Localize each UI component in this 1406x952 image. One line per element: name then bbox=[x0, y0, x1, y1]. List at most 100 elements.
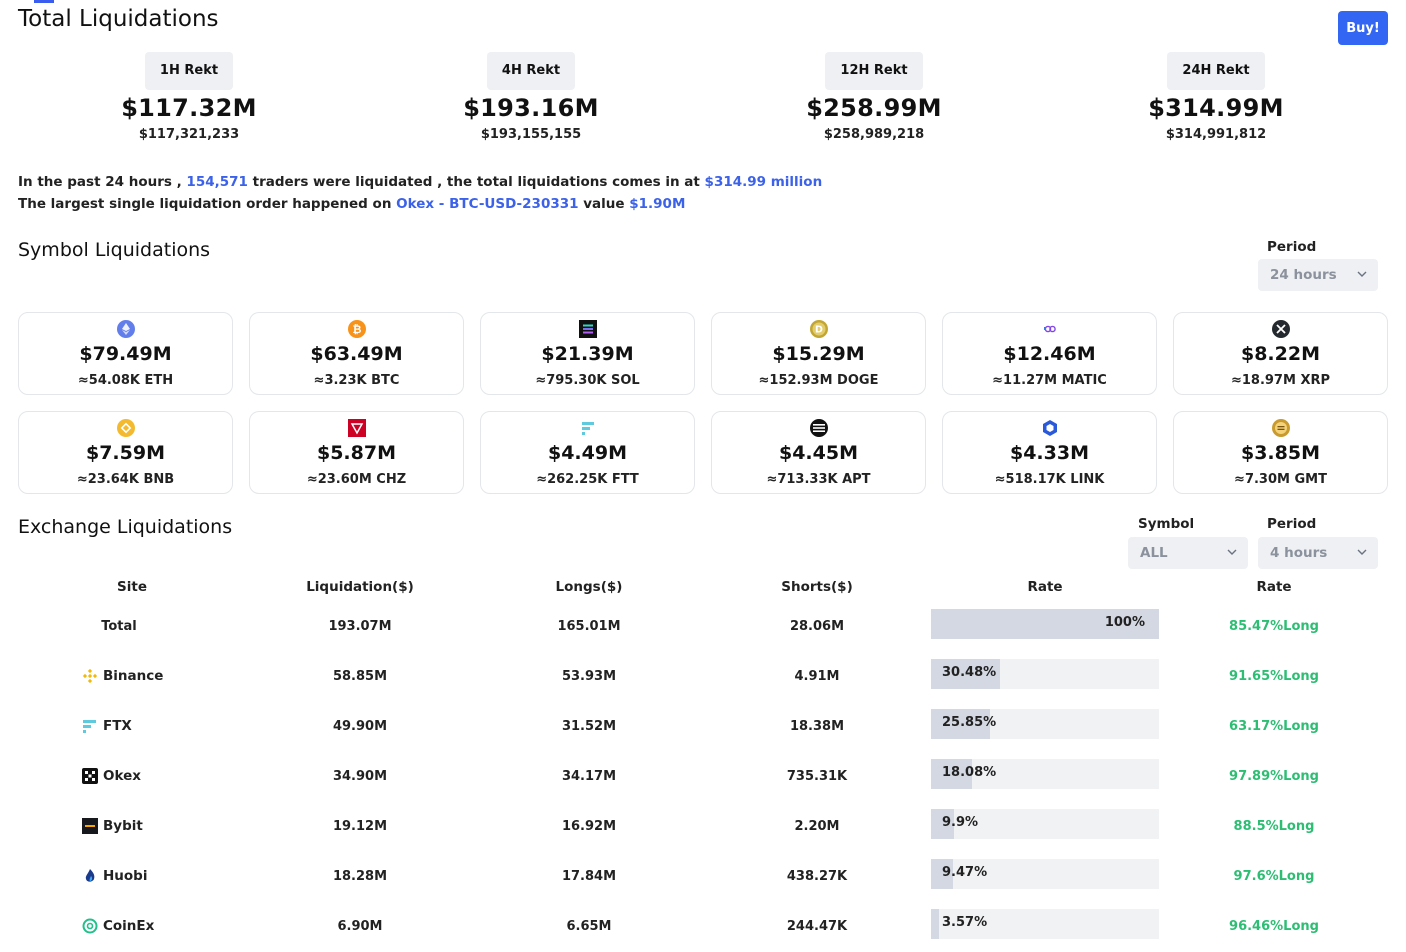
buy-button[interactable]: Buy! bbox=[1338, 11, 1388, 45]
symbol-card-chz[interactable]: $5.87M ≈23.60M CHZ bbox=[249, 411, 464, 494]
site-name: Huobi bbox=[103, 868, 148, 884]
rate-value: 9.47% bbox=[942, 865, 988, 880]
shorts-value: 28.06M bbox=[789, 619, 845, 634]
symbol-period-label: Period bbox=[1267, 239, 1317, 255]
site-name: FTX bbox=[103, 718, 132, 734]
symbol-usd: $7.59M bbox=[85, 442, 165, 464]
chevron-down-icon bbox=[1227, 549, 1237, 555]
symbol-card-bnb[interactable]: $7.59M ≈23.64K BNB bbox=[18, 411, 233, 494]
symbol-card-matic[interactable]: $12.46M ≈11.27M MATIC bbox=[942, 312, 1157, 395]
exchange-period-select[interactable]: 4 hours bbox=[1258, 537, 1378, 569]
rate-bar: 18.08% bbox=[931, 759, 1159, 789]
rekt-4h-tab[interactable]: 4H Rekt bbox=[486, 52, 576, 90]
exchange-symbol-label: Symbol bbox=[1138, 516, 1195, 532]
symbol-card-eth[interactable]: $79.49M ≈54.08K ETH bbox=[18, 312, 233, 395]
site-bybit[interactable]: Bybit bbox=[82, 818, 143, 834]
summary-text: The largest single liquidation order hap… bbox=[18, 196, 397, 212]
shorts-value: 244.47K bbox=[786, 919, 848, 934]
rekt-24h-exact: $314,991,812 bbox=[1165, 127, 1267, 142]
liquidation-value: 34.90M bbox=[332, 769, 388, 784]
site-ftx[interactable]: FTX bbox=[82, 718, 132, 734]
chz-icon bbox=[348, 419, 366, 437]
symbol-period-value: 24 hours bbox=[1270, 267, 1337, 283]
gmt-icon bbox=[1272, 419, 1290, 437]
rate-bar-fill bbox=[931, 759, 973, 789]
symbol-usd: $63.49M bbox=[310, 343, 403, 365]
long-rate-value: 63.17%Long bbox=[1229, 719, 1319, 734]
symbol-card-ftt[interactable]: $4.49M ≈262.25K FTT bbox=[480, 411, 695, 494]
sol-icon bbox=[579, 320, 597, 338]
shorts-value: 18.38M bbox=[789, 719, 845, 734]
symbol-usd: $4.33M bbox=[1009, 442, 1089, 464]
site-name: Binance bbox=[103, 668, 164, 684]
symbol-usd: $8.22M bbox=[1240, 343, 1320, 365]
longs-value: 17.84M bbox=[561, 869, 617, 884]
symbol-card-link[interactable]: $4.33M ≈518.17K LINK bbox=[942, 411, 1157, 494]
rate-value: 30.48% bbox=[942, 665, 997, 680]
symbol-card-apt[interactable]: $4.45M ≈713.33K APT bbox=[711, 411, 926, 494]
symbol-period-select[interactable]: 24 hours bbox=[1258, 259, 1378, 291]
rekt-4h-exact: $193,155,155 bbox=[480, 127, 582, 142]
rate-bar: 9.9% bbox=[931, 809, 1159, 839]
symbol-qty: ≈518.17K LINK bbox=[994, 472, 1105, 487]
symbol-card-gmt[interactable]: $3.85M ≈7.30M GMT bbox=[1173, 411, 1388, 494]
longs-value: 53.93M bbox=[561, 669, 617, 684]
exchange-period-label: Period bbox=[1267, 516, 1317, 532]
long-rate-value: 97.6%Long bbox=[1233, 869, 1315, 884]
site-okex[interactable]: Okex bbox=[82, 768, 141, 784]
symbol-usd: $4.45M bbox=[778, 442, 858, 464]
rate-value: 18.08% bbox=[942, 765, 997, 780]
longs-value: 31.52M bbox=[561, 719, 617, 734]
symbol-card-btc[interactable]: ₿ $63.49M ≈3.23K BTC bbox=[249, 312, 464, 395]
long-rate-value: 91.65%Long bbox=[1229, 669, 1319, 684]
longs-value: 34.17M bbox=[561, 769, 617, 784]
rate-bar-fill bbox=[931, 709, 990, 739]
svg-text:D: D bbox=[815, 325, 823, 336]
site-coinex[interactable]: CoinEx bbox=[82, 918, 154, 934]
symbol-qty: ≈3.23K BTC bbox=[313, 373, 400, 388]
traders-count: 154,571 bbox=[186, 174, 248, 190]
rekt-1h-tab[interactable]: 1H Rekt bbox=[144, 52, 234, 90]
long-rate-value: 97.89%Long bbox=[1229, 769, 1319, 784]
longs-value: 165.01M bbox=[557, 619, 621, 634]
symbol-card-doge[interactable]: D $15.29M ≈152.93M DOGE bbox=[711, 312, 926, 395]
symbol-usd: $15.29M bbox=[772, 343, 865, 365]
liquidation-value: 19.12M bbox=[332, 819, 388, 834]
liquidation-value: 6.90M bbox=[337, 919, 383, 934]
site-binance[interactable]: Binance bbox=[82, 668, 163, 684]
liquidation-value: 58.85M bbox=[332, 669, 388, 684]
col-header-shorts: Shorts($) bbox=[781, 579, 853, 595]
rekt-24h-amount: $314.99M bbox=[1148, 94, 1284, 122]
longs-value: 16.92M bbox=[561, 819, 617, 834]
symbol-card-sol[interactable]: $21.39M ≈795.30K SOL bbox=[480, 312, 695, 395]
doge-icon: D bbox=[810, 320, 828, 338]
col-header-longs: Longs($) bbox=[555, 579, 623, 595]
site-huobi[interactable]: Huobi bbox=[82, 868, 147, 884]
ftx-icon bbox=[83, 720, 96, 733]
long-rate-value: 85.47%Long bbox=[1229, 619, 1319, 634]
site-name: Bybit bbox=[103, 818, 143, 834]
rate-bar-fill bbox=[931, 909, 940, 939]
chevron-down-icon bbox=[1357, 549, 1367, 555]
symbol-usd: $79.49M bbox=[79, 343, 172, 365]
longs-value: 6.65M bbox=[566, 919, 612, 934]
liquidation-value: 193.07M bbox=[328, 619, 392, 634]
rate-bar: 30.48% bbox=[931, 659, 1159, 689]
rate-value: 100% bbox=[1104, 615, 1145, 630]
symbol-qty: ≈262.25K FTT bbox=[536, 472, 639, 487]
site-name: CoinEx bbox=[103, 918, 155, 934]
largest-order-link[interactable]: Okex - BTC-USD-230331 bbox=[396, 196, 579, 212]
liquidation-value: 49.90M bbox=[332, 719, 388, 734]
exchange-symbol-select[interactable]: ALL bbox=[1128, 537, 1248, 569]
rate-bar-fill bbox=[931, 859, 953, 889]
symbol-card-xrp[interactable]: $8.22M ≈18.97M XRP bbox=[1173, 312, 1388, 395]
rekt-12h-tab[interactable]: 12H Rekt bbox=[825, 52, 923, 90]
rekt-1h: 1H Rekt $117.32M $117,321,233 bbox=[39, 52, 339, 142]
rekt-24h-tab[interactable]: 24H Rekt bbox=[1167, 52, 1265, 90]
chevron-down-icon bbox=[1357, 271, 1367, 277]
top-accent-mark bbox=[34, 0, 54, 3]
binance-icon bbox=[82, 668, 98, 684]
symbol-qty: ≈54.08K ETH bbox=[77, 373, 174, 388]
symbol-usd: $4.49M bbox=[547, 442, 627, 464]
total-liquidations-value: $314.99 million bbox=[704, 174, 823, 190]
